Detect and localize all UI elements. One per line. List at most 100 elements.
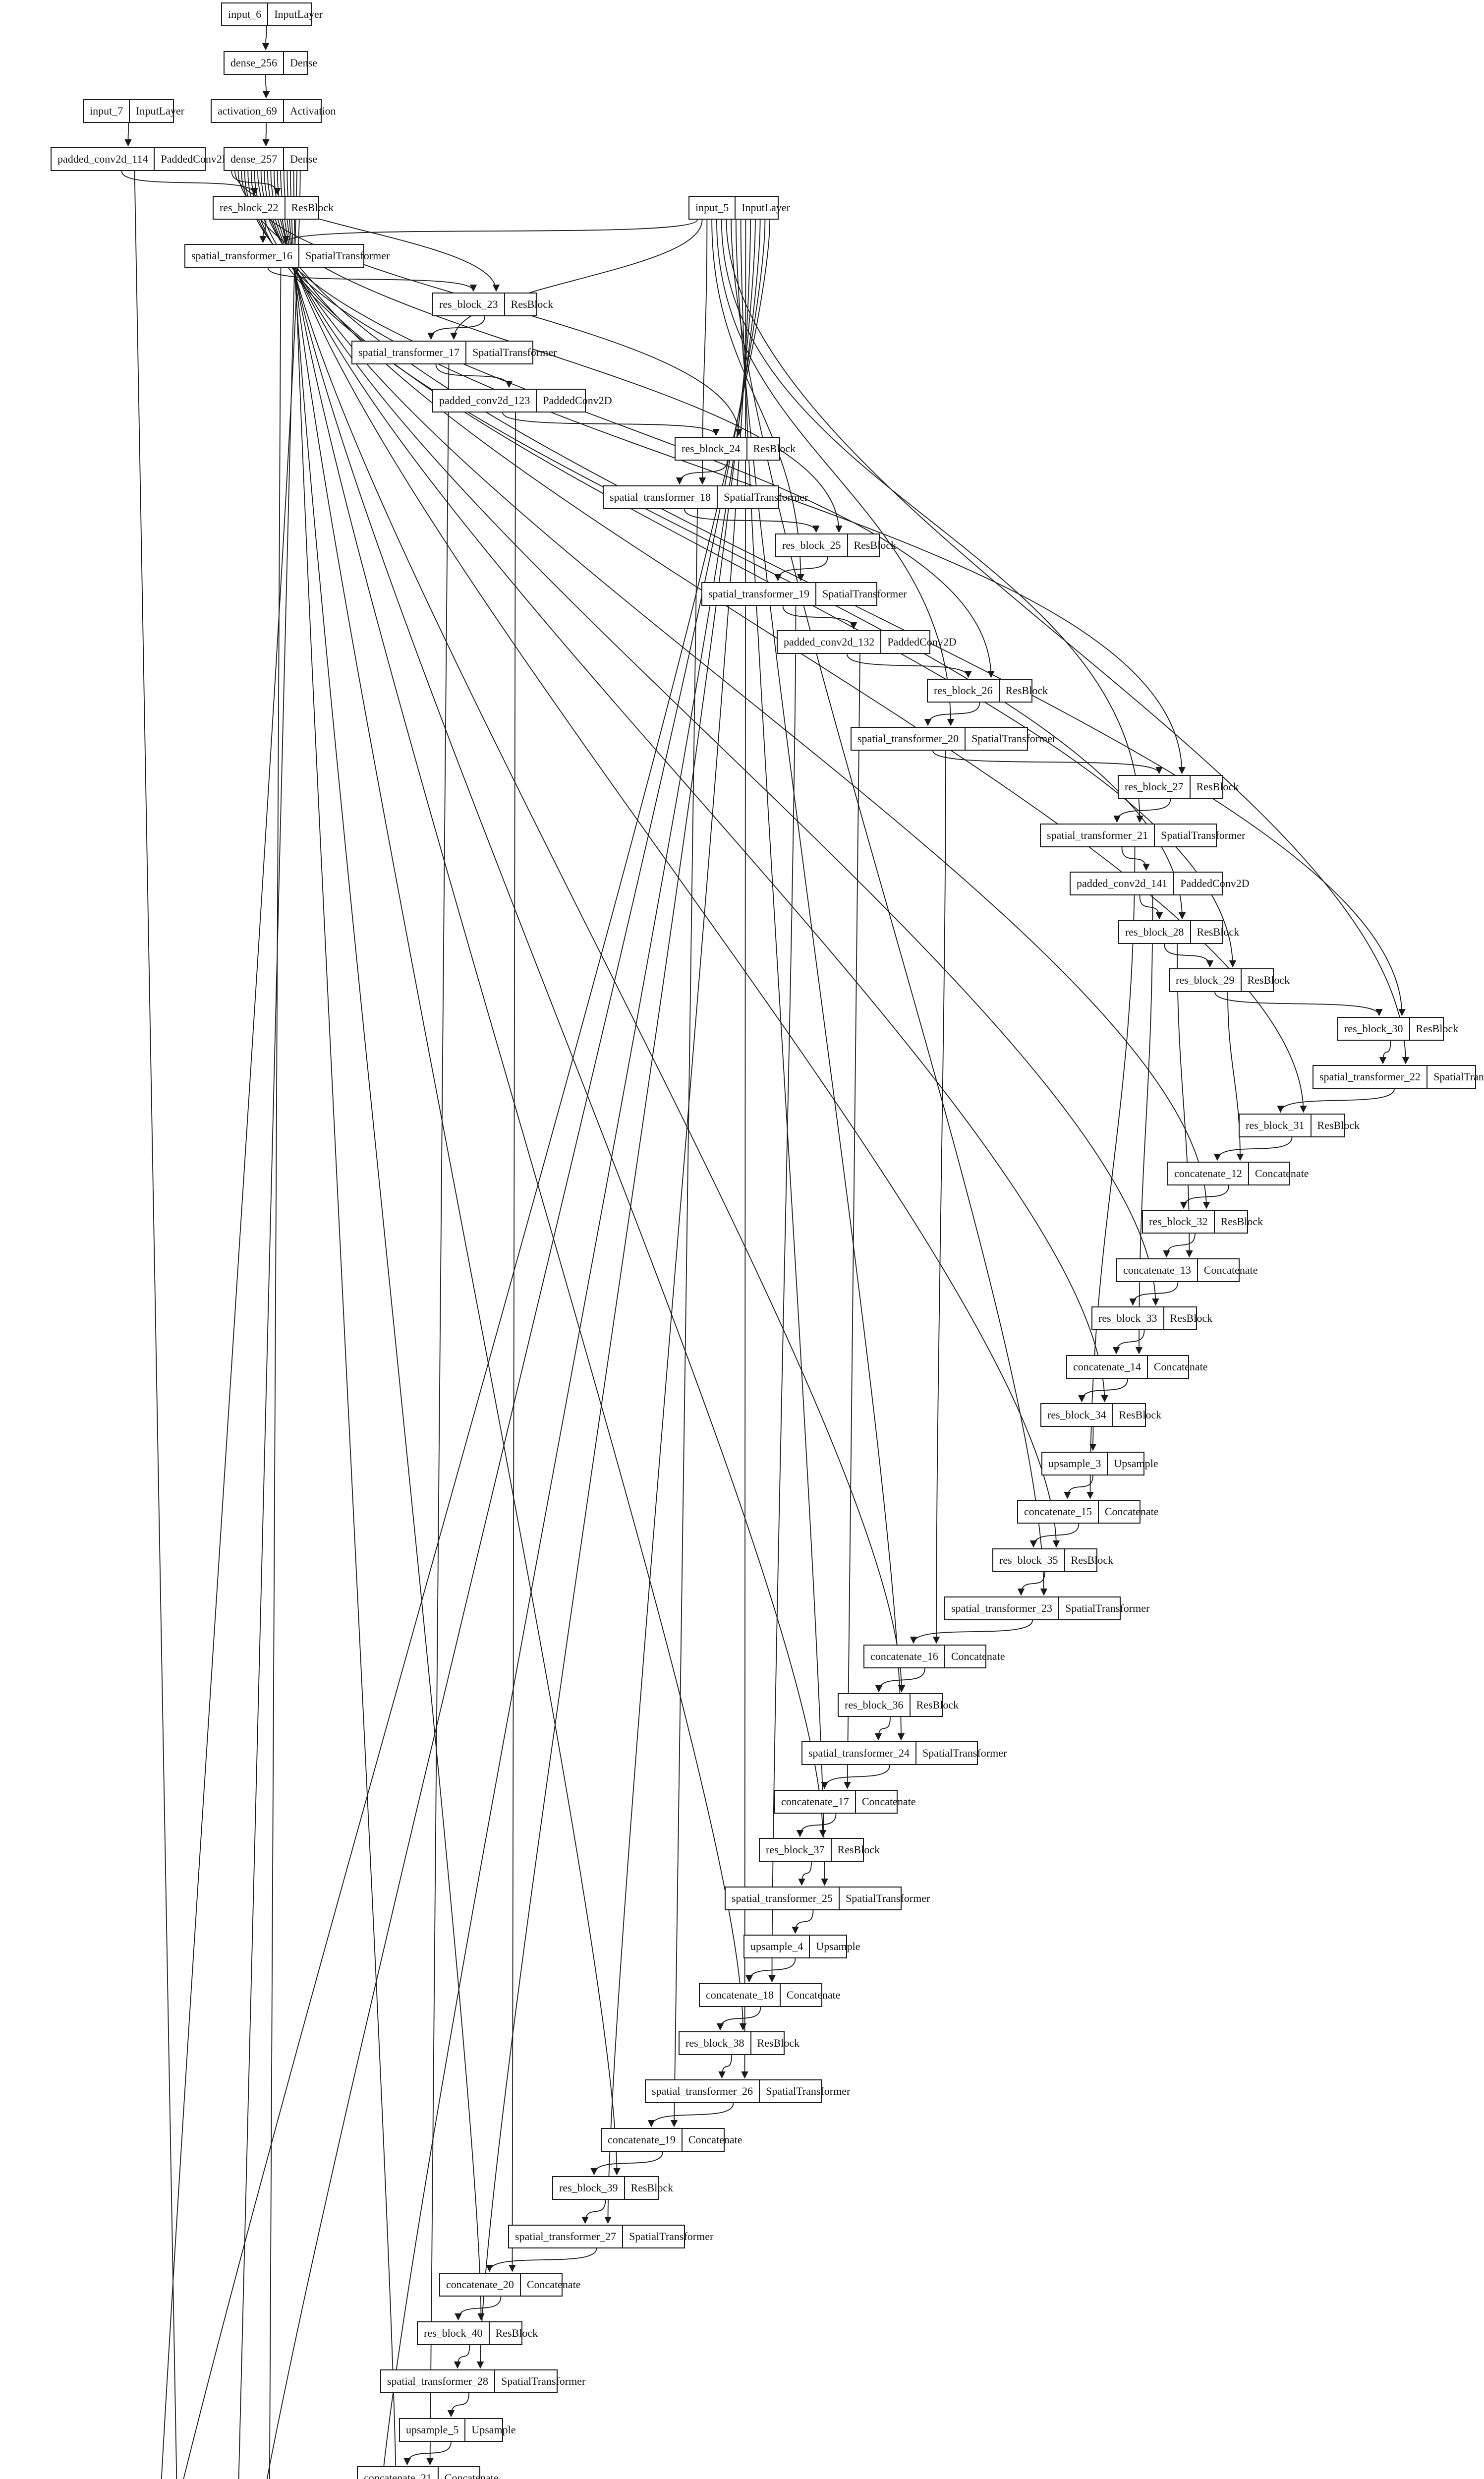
node-label: spatial_transformer_18 (604, 486, 718, 508)
edge-res_block_26-to-spatial_transformer_20 (924, 702, 980, 726)
edge-spatial_transformer_20-to-res_block_27 (932, 750, 1163, 774)
node-spatial_transformer_28: spatial_transformer_28 SpatialTransformer (380, 2369, 585, 2393)
node-label: dense_256 (225, 52, 285, 74)
node-type: Concatenate (1203, 1264, 1258, 1276)
node-label: res_block_34 (1041, 1404, 1113, 1426)
node-spatial_transformer_25: spatial_transformer_25 SpatialTransformer (725, 1887, 930, 1910)
node-label: concatenate_12 (1168, 1163, 1249, 1184)
node-type: ResBlock (854, 539, 897, 551)
node-dense_257: dense_257 Dense (224, 147, 317, 171)
node-label: spatial_transformer_23 (945, 1597, 1060, 1619)
node-concatenate_19: concatenate_19 Concatenate (601, 2128, 742, 2152)
edge-spatial_transformer_19-to-concatenate_18 (768, 605, 797, 1983)
node-type: PaddedConv2D (1180, 877, 1250, 889)
edge-input_5-to-spatial_transformer_23 (731, 219, 1048, 1596)
edge-res_block_28-to-res_block_29 (1164, 944, 1214, 968)
edge-padded_conv2d_132-to-concatenate_17 (844, 653, 860, 1789)
node-type: Concatenate (861, 1795, 916, 1808)
node-label: res_block_22 (214, 197, 285, 219)
edge-spatial_transformer_16-to-concatenate_22 (269, 267, 282, 2479)
node-concatenate_15: concatenate_15 Concatenate (1017, 1500, 1159, 1524)
node-type: SpatialTransformer (1161, 829, 1246, 841)
node-label: concatenate_17 (775, 1791, 856, 1813)
node-res_block_23: res_block_23 ResBlock (432, 293, 553, 316)
node-type: ResBlock (1071, 1554, 1114, 1566)
edge-res_block_32-to-concatenate_13 (1163, 1233, 1196, 1258)
edge-dense_257-to-res_block_41 (293, 171, 397, 2479)
node-type: SpatialTransformer (1433, 1070, 1484, 1083)
edge-spatial_transformer_16-to-res_block_23 (267, 267, 477, 292)
node-label: spatial_transformer_28 (381, 2370, 496, 2392)
node-label: spatial_transformer_21 (1041, 825, 1155, 846)
edge-res_block_36-to-spatial_transformer_24 (874, 1716, 891, 1741)
edge-input_5-to-spatial_transformer_26 (741, 219, 748, 2079)
node-type: Upsample (1114, 1457, 1158, 1470)
edge-upsample_5-to-concatenate_21 (403, 2441, 452, 2466)
edge-input_5-to-spatial_transformer_27 (604, 219, 751, 2224)
edge-padded_conv2d_123-to-res_block_24 (502, 412, 720, 436)
node-type: Dense (290, 57, 318, 69)
node-label: concatenate_13 (1117, 1259, 1198, 1281)
edge-dense_257-to-res_block_43 (161, 171, 301, 2479)
node-spatial_transformer_19: spatial_transformer_19 SpatialTransformer (701, 582, 907, 606)
node-label: spatial_transformer_20 (852, 728, 966, 750)
edge-res_block_38-to-spatial_transformer_26 (718, 2055, 732, 2079)
edge-spatial_transformer_26-to-concatenate_19 (647, 2103, 734, 2127)
node-label: concatenate_15 (1018, 1501, 1099, 1523)
node-type: Activation (289, 105, 336, 117)
node-concatenate_18: concatenate_18 Concatenate (699, 1983, 841, 2007)
edge-res_block_35-to-spatial_transformer_23 (1017, 1572, 1045, 1596)
edge-dense_257-to-res_block_37 (280, 171, 827, 1837)
edge-input_5-to-spatial_transformer_30 (266, 219, 766, 2479)
edge-padded_conv2d_114-to-res_block_22 (121, 171, 258, 195)
node-spatial_transformer_22: spatial_transformer_22 SpatialTransformer (1313, 1065, 1484, 1089)
edge-spatial_transformer_20-to-concatenate_16 (932, 750, 946, 1644)
node-label: res_block_25 (776, 534, 848, 556)
node-input_7: input_7 InputLayer (83, 99, 184, 123)
node-type: Concatenate (526, 2278, 581, 2291)
node-label: spatial_transformer_16 (185, 245, 300, 267)
node-padded_conv2d_132: padded_conv2d_132 PaddedConv2D (777, 630, 957, 654)
edge-spatial_transformer_21-to-padded_conv2d_141 (1121, 847, 1150, 871)
edge-spatial_transformer_25-to-upsample_4 (792, 1910, 814, 1934)
edge-padded_conv2d_123-to-concatenate_20 (509, 412, 516, 2272)
node-res_block_39: res_block_39 ResBlock (552, 2176, 673, 2200)
node-res_block_35: res_block_35 ResBlock (992, 1548, 1113, 1572)
node-spatial_transformer_17: spatial_transformer_17 SpatialTransformer (351, 341, 557, 364)
edge-concatenate_18-to-res_block_38 (716, 2007, 761, 2031)
node-upsample_5: upsample_5 Upsample (399, 2418, 516, 2442)
node-type: Concatenate (688, 2133, 742, 2146)
node-type: ResBlock (291, 201, 334, 214)
node-type: SpatialTransformer (305, 249, 390, 262)
node-label: padded_conv2d_132 (778, 631, 882, 653)
node-input_6: input_6 InputLayer (221, 2, 323, 26)
node-label: res_block_28 (1119, 921, 1191, 943)
node-spatial_transformer_21: spatial_transformer_21 SpatialTransformer (1040, 824, 1245, 847)
node-type: ResBlock (1170, 1312, 1213, 1324)
edge-dense_257-to-res_block_38 (283, 171, 747, 2031)
node-label: concatenate_14 (1067, 1356, 1148, 1378)
node-res_block_27: res_block_27 ResBlock (1118, 775, 1239, 799)
node-type: SpatialTransformer (629, 2230, 714, 2243)
node-res_block_26: res_block_26 ResBlock (927, 679, 1048, 703)
node-type: ResBlock (1220, 1215, 1263, 1228)
node-type: SpatialTransformer (822, 588, 907, 600)
node-type: Concatenate (1153, 1360, 1208, 1373)
node-label: concatenate_16 (864, 1646, 945, 1667)
node-label: input_7 (84, 100, 130, 122)
edge-concatenate_17-to-res_block_37 (796, 1813, 837, 1837)
node-type: InputLayer (274, 8, 323, 20)
node-spatial_transformer_27: spatial_transformer_27 SpatialTransformer (508, 2225, 713, 2248)
node-label: padded_conv2d_141 (1071, 873, 1175, 894)
edge-input_5-to-spatial_transformer_22 (726, 219, 1410, 1064)
node-type: ResBlock (1196, 780, 1239, 793)
node-spatial_transformer_23: spatial_transformer_23 SpatialTransformer (944, 1596, 1149, 1620)
edge-input_5-to-spatial_transformer_16 (282, 219, 698, 243)
node-type: ResBlock (630, 2182, 674, 2194)
node-type: PaddedConv2D (543, 394, 612, 407)
edge-res_block_37-to-spatial_transformer_25 (798, 1861, 812, 1886)
node-res_block_30: res_block_30 ResBlock (1337, 1017, 1458, 1041)
node-res_block_25: res_block_25 ResBlock (775, 533, 896, 557)
edge-padded_conv2d_132-to-res_block_26 (847, 653, 972, 678)
